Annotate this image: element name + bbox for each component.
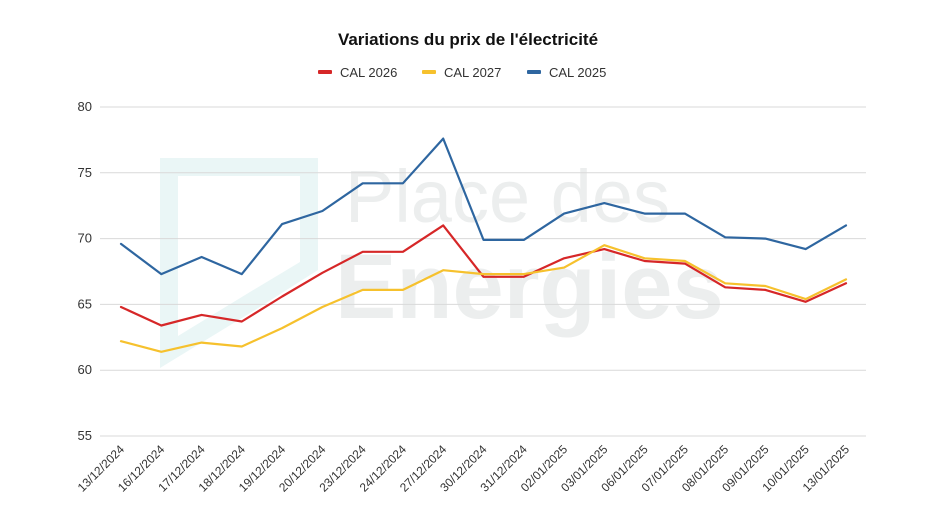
chart-title: Variations du prix de l'électricité bbox=[338, 30, 598, 49]
legend-swatch-cal-2025 bbox=[527, 70, 541, 74]
y-axis-ticks: 55 60 65 70 75 80 bbox=[78, 99, 92, 443]
y-tick-label: 60 bbox=[78, 362, 92, 377]
series-lines bbox=[119, 137, 848, 353]
watermark-text-line2: Energies bbox=[335, 236, 724, 338]
legend: CAL 2026 CAL 2027 CAL 2025 bbox=[318, 65, 606, 80]
legend-label-cal-2025: CAL 2025 bbox=[549, 65, 606, 80]
watermark-text-line1: Place des bbox=[345, 155, 670, 238]
watermark-logo: Place des Energies bbox=[160, 155, 724, 368]
y-tick-label: 75 bbox=[78, 165, 92, 180]
legend-swatch-cal-2027 bbox=[422, 70, 436, 74]
y-tick-label: 70 bbox=[78, 231, 92, 246]
y-tick-label: 55 bbox=[78, 428, 92, 443]
legend-swatch-cal-2026 bbox=[318, 70, 332, 74]
legend-label-cal-2026: CAL 2026 bbox=[340, 65, 397, 80]
watermark-shape-inner bbox=[178, 176, 300, 336]
y-tick-label: 65 bbox=[78, 296, 92, 311]
x-axis-ticks: 13/12/202416/12/202417/12/202418/12/2024… bbox=[75, 442, 853, 495]
legend-label-cal-2027: CAL 2027 bbox=[444, 65, 501, 80]
y-tick-label: 80 bbox=[78, 99, 92, 114]
